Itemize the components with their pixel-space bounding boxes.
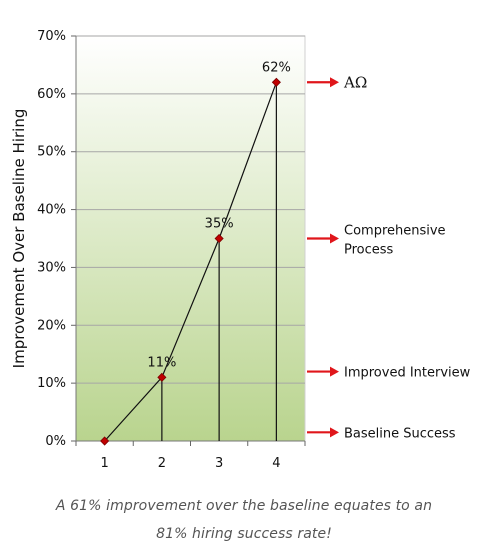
x-tick-label: 1	[100, 456, 108, 471]
y-tick-label: 20%	[37, 318, 66, 333]
line-chart: 0% 10% 20% 30% 40% 50% 60% 70% 1 2 3 4 Improvement O…	[10, 29, 471, 471]
caption-line-1: A 61% improvement over the baseline equa…	[55, 498, 433, 514]
x-tick-label: 3	[215, 456, 223, 471]
data-point	[214, 233, 224, 244]
x-tick-label: 4	[272, 456, 280, 471]
annotation-arrowhead	[330, 233, 339, 244]
y-tick-label: 60%	[37, 87, 66, 102]
annotation-label-line: Process	[344, 243, 394, 258]
series-line	[104, 82, 277, 442]
annotation-label: Improved Interview	[344, 366, 471, 381]
annotation-label: Comprehensive Process	[344, 224, 446, 258]
annotation-label: Baseline Success	[344, 426, 456, 441]
data-label: 11%	[147, 355, 176, 370]
annotation-label-line: Comprehensive	[344, 224, 446, 239]
annotation-arrowhead	[330, 427, 339, 438]
annotation-label: AΩ	[343, 73, 367, 91]
y-tick-label: 70%	[37, 29, 66, 44]
y-tick-label: 30%	[37, 260, 66, 275]
annotation-arrowhead	[330, 77, 339, 88]
annotation-arrowhead	[330, 366, 339, 377]
y-tick-label: 0%	[45, 434, 66, 449]
y-tick-label: 50%	[37, 145, 66, 160]
y-tick-label: 10%	[37, 376, 66, 391]
y-axis-label: Improvement Over Baseline Hiring	[10, 109, 28, 369]
x-tick-label: 2	[158, 456, 166, 471]
data-label: 62%	[262, 60, 291, 75]
caption-line-2: 81% hiring success rate!	[156, 526, 332, 542]
data-label: 35%	[205, 217, 234, 232]
data-point	[271, 77, 281, 87]
y-tick-label: 40%	[37, 203, 66, 218]
plot-area	[75, 35, 306, 442]
data-point	[100, 436, 110, 446]
data-point	[157, 372, 167, 382]
